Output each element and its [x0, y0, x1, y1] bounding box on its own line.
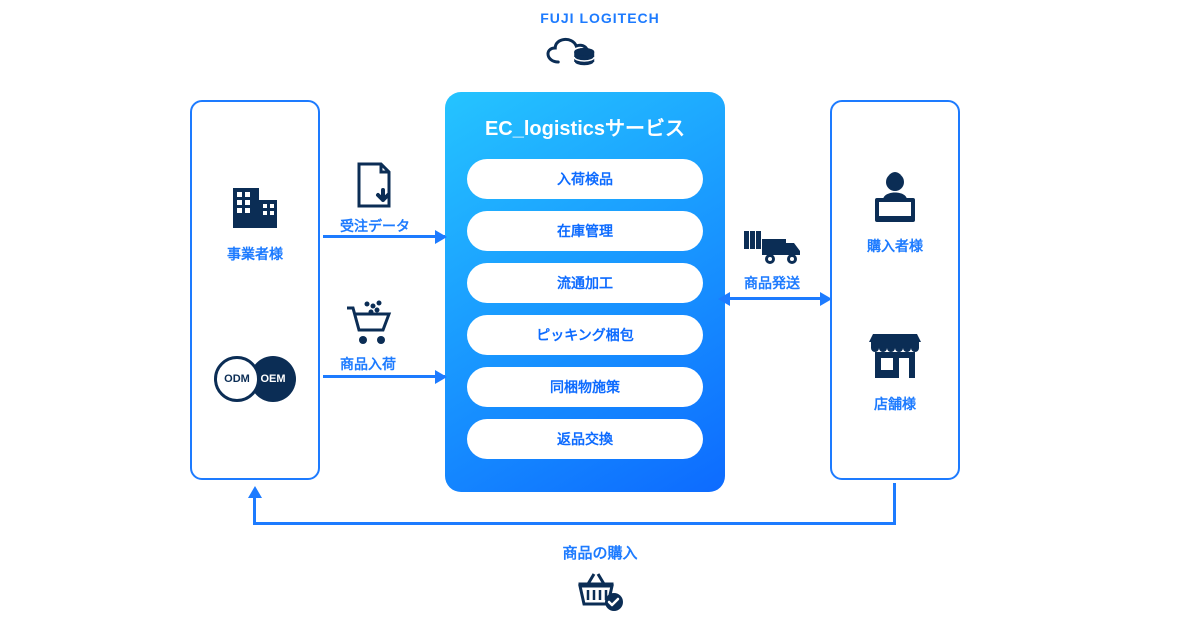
u-arrow-right-vert [893, 483, 896, 525]
left-panel: 事業者様 ODM OEM [190, 100, 320, 480]
brand-label: FUJI LOGITECH [540, 10, 660, 26]
cloud-db-icon [540, 32, 660, 72]
arrowhead-ship-right [820, 292, 832, 306]
service-pill: 流通加工 [467, 263, 703, 303]
basket-check-icon [574, 570, 626, 614]
buyer-label: 購入者様 [867, 236, 923, 256]
u-arrow-bottom-horz [253, 522, 896, 525]
service-pill: 入荷検品 [467, 159, 703, 199]
service-pill: 在庫管理 [467, 211, 703, 251]
u-arrow-left-vert [253, 497, 256, 525]
odm-oem-entity: ODM OEM [214, 356, 296, 402]
flow-label-goods-in: 商品入荷 [340, 354, 396, 374]
service-pill: ピッキング梱包 [467, 315, 703, 355]
store-icon [865, 324, 925, 384]
flow-label-order-data: 受注データ [340, 216, 410, 236]
flow-label-ship: 商品発送 [744, 273, 800, 293]
odm-oem-icon: ODM OEM [214, 356, 296, 402]
flow-label-purchase: 商品の購入 [562, 542, 637, 563]
arrowhead-order-data [435, 230, 447, 244]
business-entity: 事業者様 [227, 178, 283, 264]
store-entity: 店舗様 [865, 324, 925, 414]
center-title: EC_logisticsサービス [485, 112, 685, 141]
flow-order-data: 受注データ [340, 160, 410, 236]
u-arrowhead-up [248, 486, 262, 498]
brand-block: FUJI LOGITECH [540, 10, 660, 72]
arrow-ship [728, 297, 828, 300]
arrow-goods-in [323, 375, 445, 378]
cart-in-icon [343, 300, 393, 348]
center-panel: EC_logisticsサービス 入荷検品 在庫管理 流通加工 ピッキング梱包 … [445, 92, 725, 492]
arrowhead-goods-in [435, 370, 447, 384]
business-label: 事業者様 [227, 244, 283, 264]
truck-icon [742, 225, 802, 267]
document-download-icon [353, 160, 397, 210]
right-panel: 購入者様 店舗様 [830, 100, 960, 480]
service-pill: 返品交換 [467, 419, 703, 459]
buyer-icon [865, 166, 925, 226]
building-icon [227, 178, 283, 234]
service-pill: 同梱物施策 [467, 367, 703, 407]
odm-badge: ODM [214, 356, 260, 402]
arrowhead-ship-left [718, 292, 730, 306]
store-label: 店舗様 [874, 394, 916, 414]
buyer-entity: 購入者様 [865, 166, 925, 256]
arrow-order-data [323, 235, 445, 238]
flow-goods-in: 商品入荷 [340, 300, 396, 374]
flow-ship: 商品発送 [742, 225, 802, 293]
